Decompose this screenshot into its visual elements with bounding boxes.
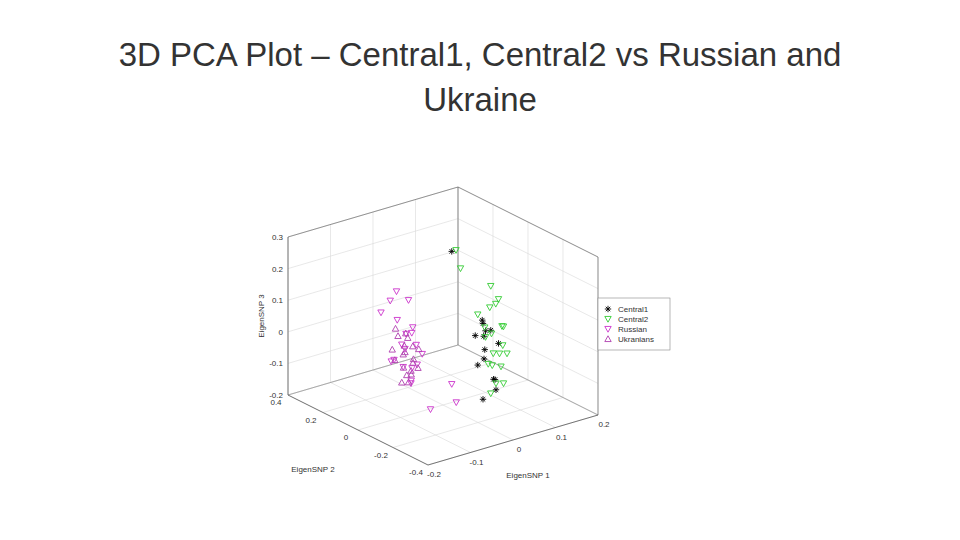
svg-text:0.2: 0.2	[305, 416, 317, 425]
svg-text:EigenSNP 1: EigenSNP 1	[506, 471, 550, 480]
svg-text:-0.4: -0.4	[409, 468, 423, 477]
svg-text:0.4: 0.4	[270, 398, 282, 407]
svg-text:-0.2: -0.2	[374, 451, 388, 460]
svg-text:-0.1: -0.1	[470, 458, 484, 467]
svg-text:Ukranians: Ukranians	[618, 335, 654, 344]
svg-text:-0.2: -0.2	[427, 470, 441, 479]
svg-text:0.2: 0.2	[598, 420, 610, 429]
svg-text:0: 0	[279, 328, 284, 337]
svg-text:0: 0	[517, 445, 522, 454]
svg-text:0.1: 0.1	[272, 296, 284, 305]
svg-text:Central1: Central1	[618, 305, 649, 314]
html-text:3D PCA Plot – Central1, Centra: 3D PCA Plot – Central1, Central2 vs Russ…	[118, 36, 842, 118]
svg-text:0.3: 0.3	[272, 233, 284, 242]
svg-text:EigenSNP 3: EigenSNP 3	[257, 294, 266, 338]
svg-text:0.2: 0.2	[272, 265, 284, 274]
svg-text:Central2: Central2	[618, 315, 649, 324]
svg-text:-0.1: -0.1	[269, 359, 283, 368]
svg-text:Russian: Russian	[618, 325, 647, 334]
svg-text:0.1: 0.1	[556, 433, 568, 442]
svg-text:EigenSNP 2: EigenSNP 2	[291, 465, 335, 474]
svg-text:0: 0	[344, 433, 349, 442]
svg-text:-0.2: -0.2	[269, 391, 283, 400]
